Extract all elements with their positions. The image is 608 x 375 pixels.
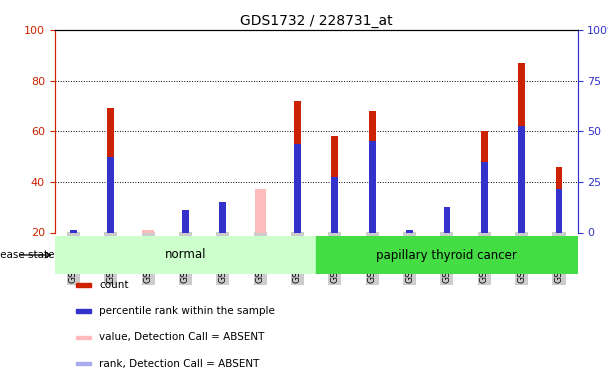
- Bar: [182, 210, 189, 232]
- Bar: [219, 202, 226, 232]
- Bar: [219, 210, 226, 232]
- Text: papillary thyroid cancer: papillary thyroid cancer: [376, 249, 517, 261]
- Bar: [406, 230, 413, 232]
- Bar: [142, 230, 154, 232]
- Bar: [331, 136, 338, 232]
- Bar: [294, 144, 301, 232]
- Bar: [70, 230, 77, 232]
- Title: GDS1732 / 228731_at: GDS1732 / 228731_at: [240, 13, 393, 28]
- Bar: [70, 230, 77, 232]
- Bar: [75, 309, 91, 313]
- Bar: [75, 362, 91, 366]
- Bar: [108, 108, 114, 232]
- Bar: [369, 111, 376, 232]
- Text: rank, Detection Call = ABSENT: rank, Detection Call = ABSENT: [99, 358, 260, 369]
- Bar: [556, 166, 562, 232]
- Text: percentile rank within the sample: percentile rank within the sample: [99, 306, 275, 316]
- Bar: [182, 212, 189, 232]
- Bar: [316, 236, 578, 274]
- Bar: [55, 236, 316, 274]
- Text: disease state: disease state: [0, 250, 55, 260]
- Bar: [443, 207, 451, 232]
- Text: count: count: [99, 280, 129, 290]
- Text: normal: normal: [165, 249, 206, 261]
- Bar: [481, 131, 488, 232]
- Bar: [556, 189, 562, 232]
- Bar: [108, 157, 114, 232]
- Bar: [518, 126, 525, 232]
- Bar: [331, 177, 338, 232]
- Text: value, Detection Call = ABSENT: value, Detection Call = ABSENT: [99, 332, 264, 342]
- Bar: [75, 283, 91, 286]
- Bar: [369, 141, 376, 232]
- Bar: [518, 63, 525, 232]
- Bar: [75, 336, 91, 339]
- Bar: [481, 162, 488, 232]
- Bar: [294, 101, 301, 232]
- Bar: [406, 230, 413, 232]
- Bar: [255, 189, 266, 232]
